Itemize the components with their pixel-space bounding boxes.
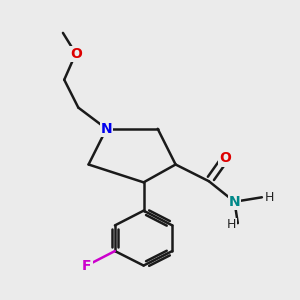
- Text: H: H: [265, 191, 274, 204]
- Text: N: N: [101, 122, 112, 136]
- Text: H: H: [227, 218, 236, 231]
- Text: O: O: [70, 46, 82, 61]
- Text: F: F: [82, 259, 92, 272]
- Text: O: O: [219, 152, 231, 166]
- Text: N: N: [229, 195, 240, 209]
